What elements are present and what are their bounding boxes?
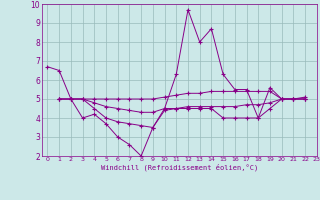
X-axis label: Windchill (Refroidissement éolien,°C): Windchill (Refroidissement éolien,°C): [100, 164, 258, 171]
